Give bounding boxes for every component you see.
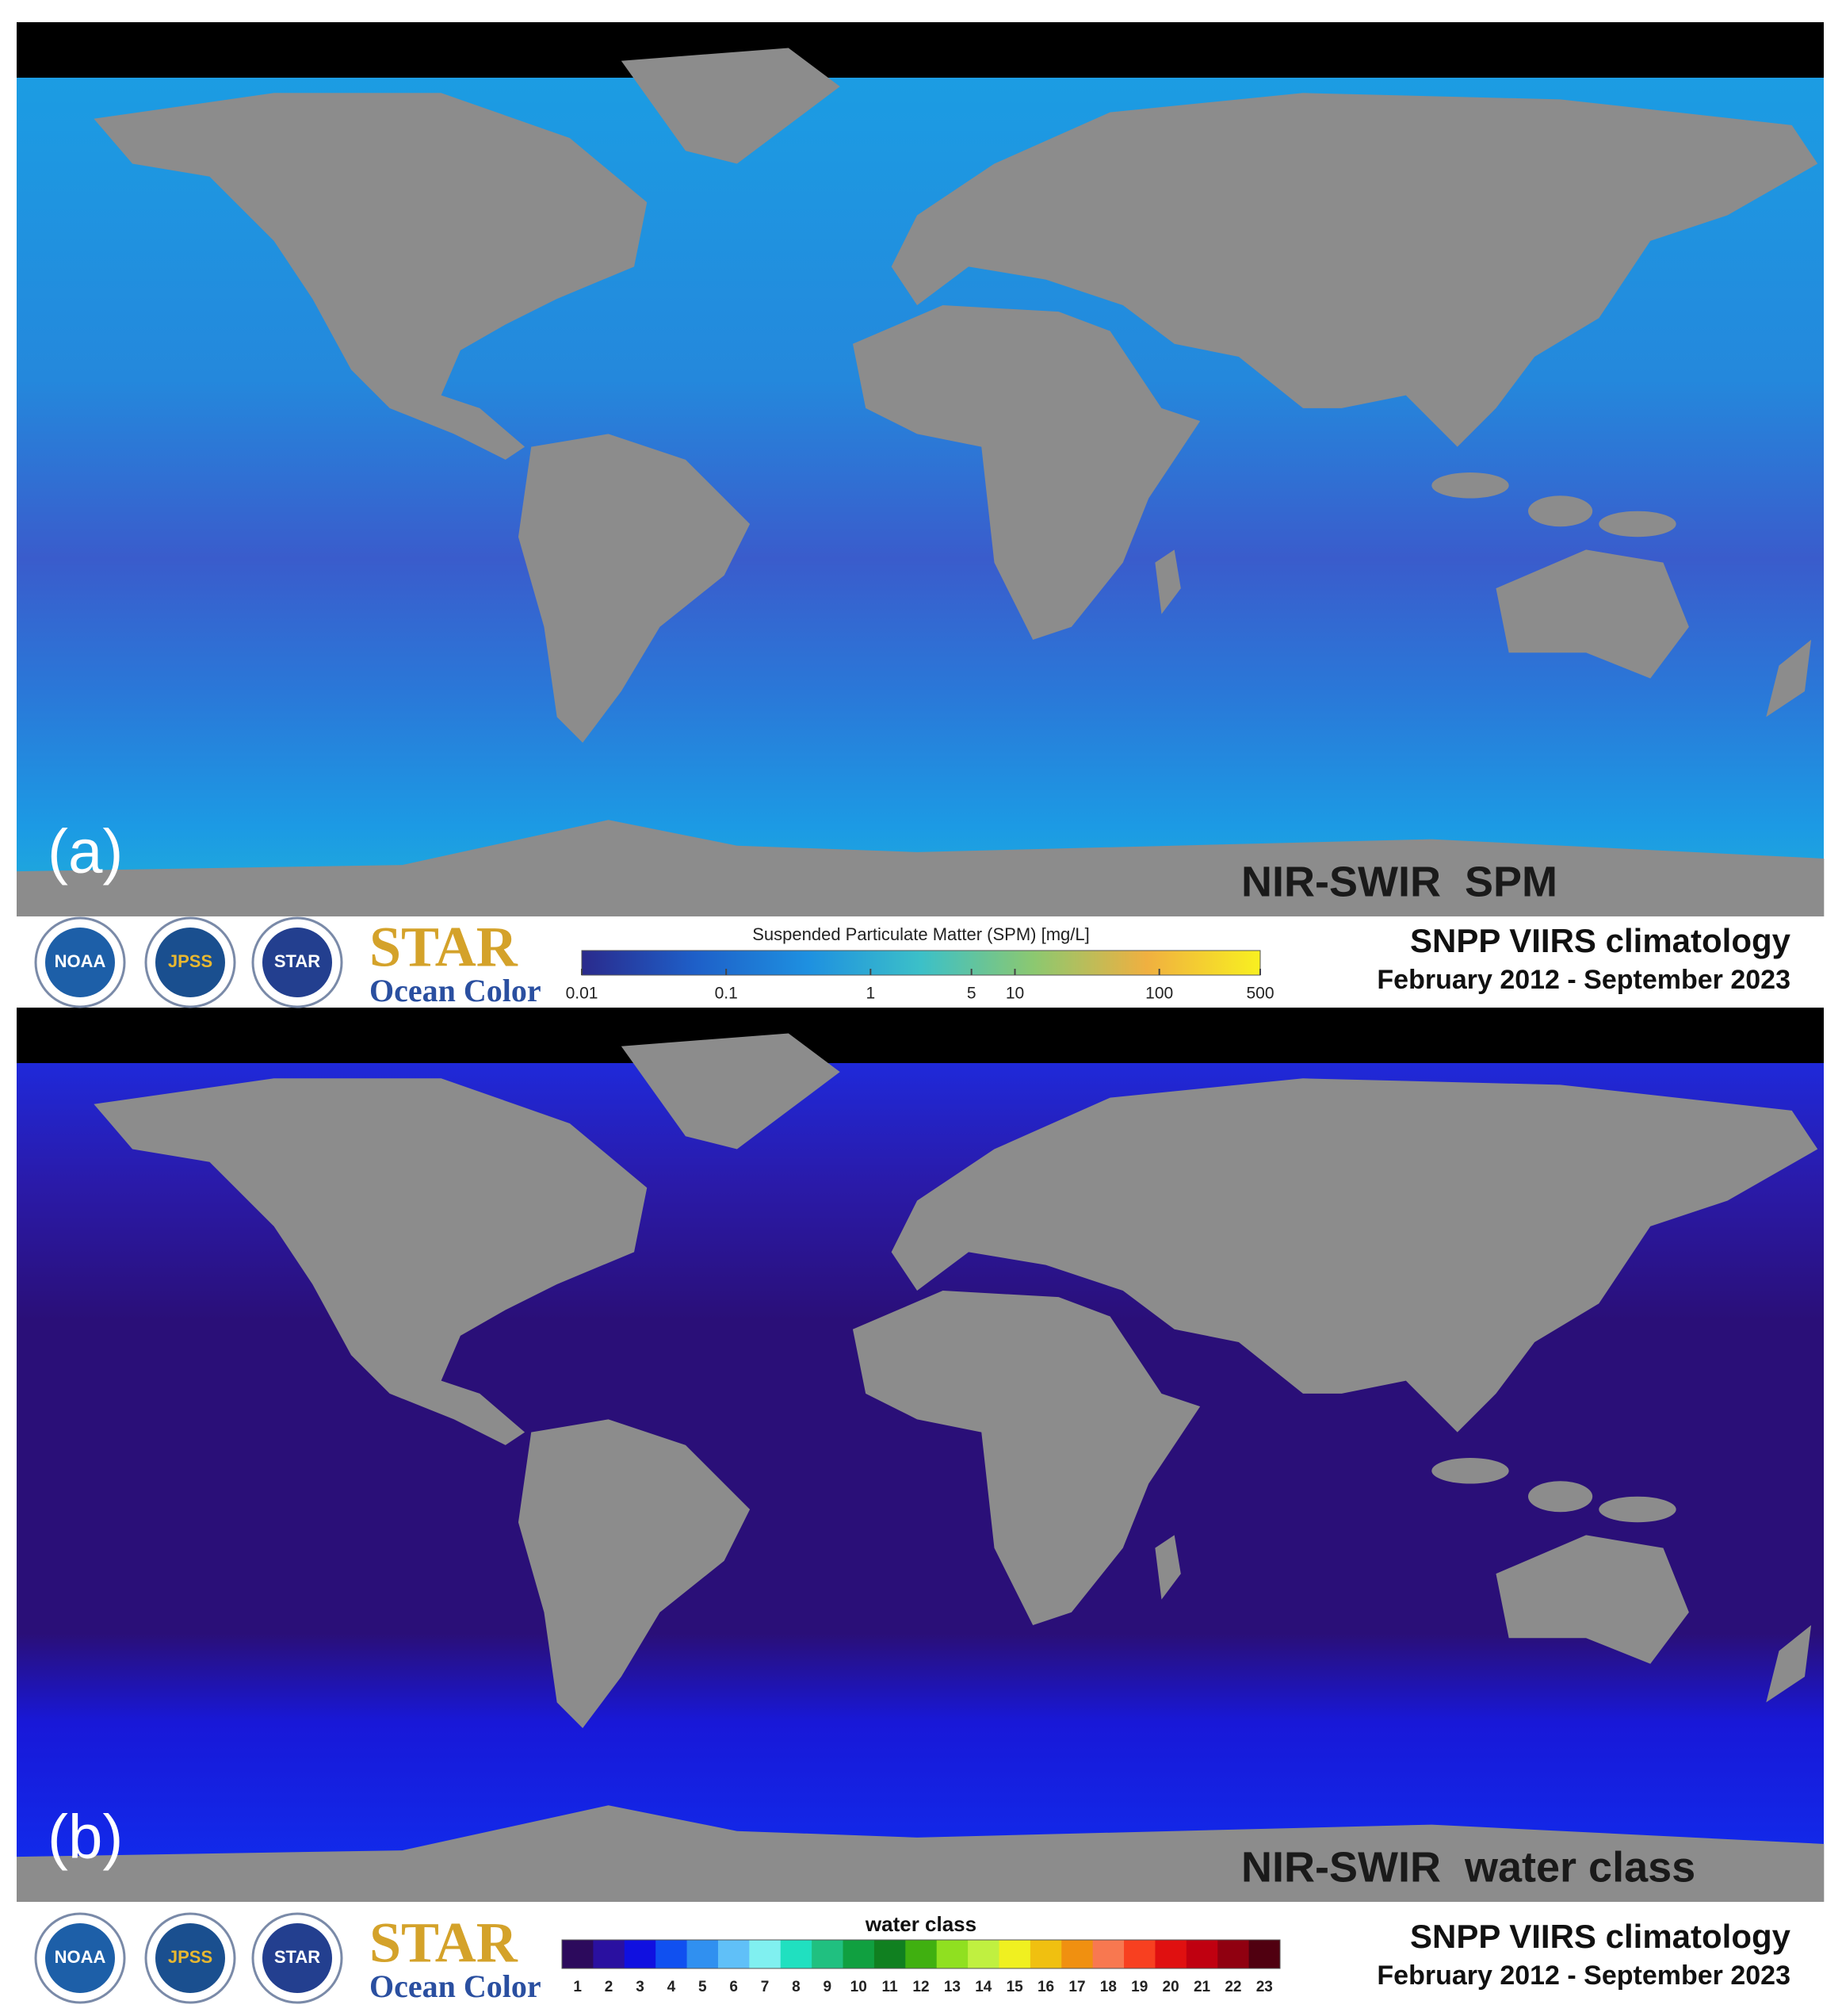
no-data-arctic [17,22,1824,78]
colorbar-tick-label: 500 [1246,985,1274,1003]
panel-title: NIR-SWIR SPM [1241,858,1557,905]
class-swatch [655,1940,688,1968]
colorbar [581,950,1261,976]
class-swatch [562,1940,594,1968]
class-swatch [999,1940,1031,1968]
colorbar-tick-label: 4 [667,1979,676,1995]
class-swatch [1248,1940,1281,1968]
colorbar-tick-label: 20 [1163,1979,1179,1995]
brand: STAR [369,916,518,979]
logo-text: NOAA [55,951,106,971]
colorbar-tick-label: 6 [729,1979,738,1995]
class-swatch [1217,1940,1250,1968]
class-swatch [968,1940,999,1968]
caption-1: SNPP VIIRS climatology [1410,922,1791,959]
logo-inner [45,1923,115,1993]
caption-2: February 2012 - September 2023 [1377,965,1790,995]
class-swatch [1186,1940,1218,1968]
colorbar-tick-label: 18 [1100,1979,1117,1995]
class-swatch [873,1940,906,1968]
panel-title: NIR-SWIR water class [1241,1843,1695,1891]
colorbar-tick-label: 11 [882,1979,899,1995]
class-swatch [1061,1940,1094,1968]
panel-label: (a) [48,817,123,886]
map-panel: (b) NIR-SWIR water class [17,1008,1825,1902]
no-data-arctic [17,1008,1824,1063]
class-swatch [1092,1940,1125,1968]
colorbar-title: water class [865,1912,976,1936]
colorbar-tick-label: 10 [850,1979,867,1995]
class-swatch [1155,1940,1187,1968]
colorbar-tick-label: 19 [1131,1979,1148,1995]
colorbar-tick-label: 7 [761,1979,770,1995]
caption-2: February 2012 - September 2023 [1377,1961,1790,1991]
colorbar-tick-label: 0.01 [566,985,598,1003]
colorbar-tick-label: 16 [1038,1979,1054,1995]
logo-inner [262,1923,332,1993]
logo-inner [45,928,115,997]
class-swatch [624,1940,656,1968]
class-swatch [686,1940,719,1968]
colorbar-tick-label: 10 [1006,985,1024,1003]
class-swatch [749,1940,782,1968]
logo-inner [262,928,332,997]
brand-sub: Ocean Color [369,973,541,1008]
colorbar-tick-label: 2 [605,1979,613,1995]
colorbar-tick-label: 14 [975,1979,992,1995]
brand-sub: Ocean Color [369,1968,541,2004]
class-swatch [1030,1940,1062,1968]
class-swatch [593,1940,625,1968]
class-swatch [936,1940,969,1968]
colorbar-tick-label: 0.1 [715,985,738,1003]
class-swatch [1124,1940,1156,1968]
class-swatch [905,1940,938,1968]
colorbar-tick-label: 1 [573,1979,582,1995]
colorbar-tick-label: 8 [792,1979,801,1995]
map-panel: (a) NIR-SWIR SPM [17,22,1825,916]
logo-inner [155,1923,225,1993]
caption-1: SNPP VIIRS climatology [1410,1918,1791,1955]
logo-text: NOAA [55,1947,106,1967]
logo-text: JPSS [168,951,212,971]
colorbar-tick-label: 13 [944,1979,961,1995]
colorbar-tick-label: 17 [1068,1979,1085,1995]
class-swatch [717,1940,750,1968]
panel-label: (b) [48,1802,123,1872]
class-swatch [780,1940,812,1968]
colorbar-tick-label: 23 [1256,1979,1273,1995]
logo-text: JPSS [168,1947,212,1967]
colorbar-tick-label: 1 [866,985,875,1003]
brand: STAR [369,1911,518,1975]
logo-inner [155,928,225,997]
colorbar-tick-label: 5 [698,1979,707,1995]
colorbar-tick-label: 3 [636,1979,644,1995]
colorbar-title: Suspended Particulate Matter (SPM) [mg/L… [752,924,1090,944]
colorbar-tick-label: 100 [1145,985,1173,1003]
class-swatch [812,1940,844,1968]
colorbar-tick-label: 15 [1007,1979,1024,1995]
colorbar-tick-label: 12 [912,1979,929,1995]
logo-text: STAR [274,1947,320,1967]
colorbar-tick-label: 21 [1194,1979,1211,1995]
colorbar-tick-label: 22 [1225,1979,1241,1995]
class-swatch [843,1940,875,1968]
colorbar-tick-label: 5 [967,985,976,1003]
colorbar-frame [561,1939,1281,1969]
colorbar-tick-label: 9 [824,1979,832,1995]
logo-text: STAR [274,951,320,971]
